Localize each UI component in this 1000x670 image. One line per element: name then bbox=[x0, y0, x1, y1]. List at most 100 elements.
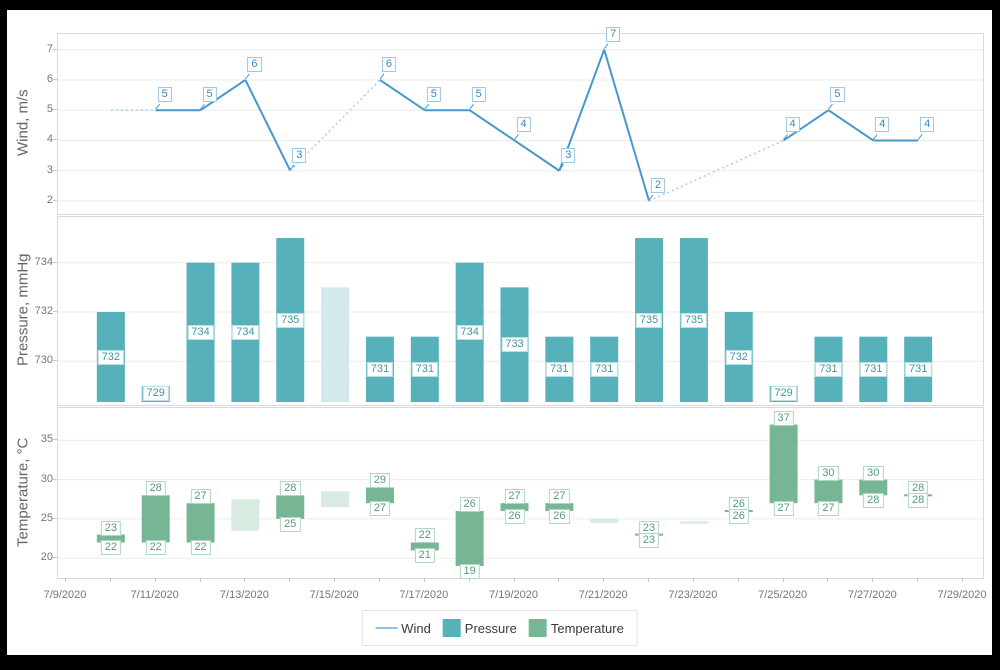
temperature-high-label: 27 bbox=[549, 489, 570, 505]
wind-value-label: 5 bbox=[830, 87, 845, 103]
wind-value-label: 4 bbox=[920, 117, 935, 133]
y-axis-label: 6 bbox=[46, 72, 53, 85]
y-axis-label: 20 bbox=[40, 551, 53, 564]
label-connector bbox=[783, 134, 788, 140]
pressure-bar-interpolated[interactable] bbox=[321, 287, 350, 402]
y-axis-tick bbox=[53, 360, 57, 362]
temperature-bar-interpolated[interactable] bbox=[321, 491, 350, 508]
weather-chart: Wind, m/s Pressure, mmHg Temperature, °C… bbox=[7, 10, 992, 655]
label-connector bbox=[872, 134, 878, 140]
legend: Wind Pressure Temperature bbox=[361, 610, 638, 646]
label-connector bbox=[379, 73, 385, 80]
legend-item-wind[interactable]: Wind bbox=[375, 621, 431, 636]
temperature-low-label: 25 bbox=[280, 516, 301, 532]
x-axis-tick bbox=[962, 578, 963, 582]
temperature-bar[interactable] bbox=[96, 534, 125, 543]
y-axis-tick bbox=[53, 557, 57, 559]
temperature-bar[interactable] bbox=[365, 487, 394, 504]
wind-line-segment[interactable] bbox=[827, 109, 874, 142]
temperature-bar[interactable] bbox=[814, 479, 843, 504]
legend-label-pressure: Pressure bbox=[464, 620, 517, 636]
temperature-high-label: 37 bbox=[773, 410, 794, 426]
temperature-low-label: 27 bbox=[818, 501, 839, 517]
wind-value-label: 2 bbox=[650, 178, 666, 193]
x-axis-label: 7/13/2020 bbox=[219, 589, 269, 601]
temperature-bar[interactable] bbox=[276, 495, 305, 519]
pressure-value-label: 731 bbox=[860, 361, 887, 377]
temperature-high-label: 29 bbox=[369, 473, 391, 489]
x-axis-label: 7/11/2020 bbox=[130, 589, 179, 601]
x-axis-tick bbox=[827, 578, 829, 582]
y-axis-tick bbox=[53, 200, 57, 201]
wind-line-segment[interactable] bbox=[603, 49, 651, 202]
wind-line-segment[interactable] bbox=[244, 79, 292, 172]
temperature-low-label: 21 bbox=[414, 548, 435, 564]
temperature-low-label: 28 bbox=[908, 493, 929, 509]
x-axis-tick bbox=[917, 578, 919, 582]
pressure-value-label: 733 bbox=[501, 337, 528, 353]
temperature-low-label: 27 bbox=[773, 501, 794, 517]
temperature-bar[interactable] bbox=[769, 424, 798, 504]
pressure-box-marker-icon bbox=[442, 619, 461, 637]
y-axis-tick bbox=[53, 109, 57, 111]
pressure-value-label: 734 bbox=[187, 324, 214, 340]
y-axis-label: 734 bbox=[34, 255, 53, 268]
x-axis-label: 7/25/2020 bbox=[758, 589, 808, 601]
x-axis-tick bbox=[692, 578, 694, 582]
temperature-bar[interactable] bbox=[455, 511, 484, 567]
label-connector bbox=[828, 103, 833, 110]
temperature-high-label: 30 bbox=[863, 465, 884, 481]
pressure-value-label: 732 bbox=[97, 349, 125, 365]
temperature-bar[interactable] bbox=[410, 542, 439, 551]
x-axis-tick bbox=[872, 578, 874, 582]
x-axis-tick bbox=[513, 578, 515, 582]
temperature-bar[interactable] bbox=[186, 503, 215, 543]
y-axis-label: 730 bbox=[34, 354, 53, 367]
temperature-high-label: 27 bbox=[190, 489, 211, 505]
temperature-bar-interpolated[interactable] bbox=[679, 521, 708, 524]
temperature-high-label: 28 bbox=[145, 481, 166, 497]
label-connector bbox=[469, 103, 475, 110]
temperature-pane: 23 22 28 22 27 22 28 25 29 27 22 21 26 19 27 26 27 26 23 23… bbox=[57, 407, 984, 580]
legend-label-temperature: Temperature bbox=[550, 620, 624, 636]
x-axis-tick bbox=[334, 578, 336, 582]
legend-item-pressure[interactable]: Pressure bbox=[442, 619, 517, 637]
temperature-bar-interpolated[interactable] bbox=[231, 499, 260, 531]
y-axis-tick bbox=[53, 169, 57, 171]
temperature-high-label: 23 bbox=[100, 520, 121, 536]
wind-value-label: 3 bbox=[292, 147, 307, 163]
wind-line-segment[interactable] bbox=[469, 109, 516, 142]
temperature-high-label: 26 bbox=[728, 497, 749, 513]
x-axis-tick bbox=[603, 578, 605, 582]
temperature-bar-interpolated[interactable] bbox=[590, 518, 619, 523]
wind-value-label: 5 bbox=[471, 87, 486, 103]
y-axis-label: 30 bbox=[40, 472, 53, 485]
x-axis-tick bbox=[65, 578, 66, 582]
wind-value-label: 5 bbox=[202, 87, 217, 103]
wind-axis-title: Wind, m/s bbox=[14, 89, 32, 157]
wind-line-segment[interactable] bbox=[379, 79, 426, 112]
label-connector bbox=[514, 134, 519, 140]
label-connector bbox=[289, 164, 295, 171]
temperature-bar[interactable] bbox=[859, 479, 888, 496]
temperature-low-label: 22 bbox=[145, 540, 166, 556]
wind-value-label: 3 bbox=[561, 147, 576, 163]
wind-value-label: 6 bbox=[247, 56, 262, 72]
label-connector bbox=[245, 73, 250, 80]
temperature-bar[interactable] bbox=[141, 495, 170, 543]
wind-pane: 5 5 6 3 6 5 5 4 3 7 2 4 5 4 4 bbox=[57, 26, 984, 215]
label-connector bbox=[917, 134, 923, 140]
temperature-low-label: 26 bbox=[504, 509, 525, 525]
wind-line-segment[interactable] bbox=[199, 79, 246, 112]
legend-label-wind: Wind bbox=[401, 620, 431, 636]
temperature-bar[interactable] bbox=[545, 503, 574, 512]
x-axis-tick bbox=[199, 578, 201, 582]
legend-item-temperature[interactable]: Temperature bbox=[528, 619, 624, 637]
x-axis-tick bbox=[109, 578, 111, 582]
y-axis-label: 5 bbox=[46, 103, 53, 116]
temperature-low-label: 23 bbox=[638, 532, 660, 548]
temperature-high-label: 23 bbox=[638, 520, 660, 536]
wind-line-segment[interactable] bbox=[513, 139, 560, 172]
wind-line-segment[interactable] bbox=[783, 109, 830, 142]
temperature-bar[interactable] bbox=[500, 503, 529, 512]
